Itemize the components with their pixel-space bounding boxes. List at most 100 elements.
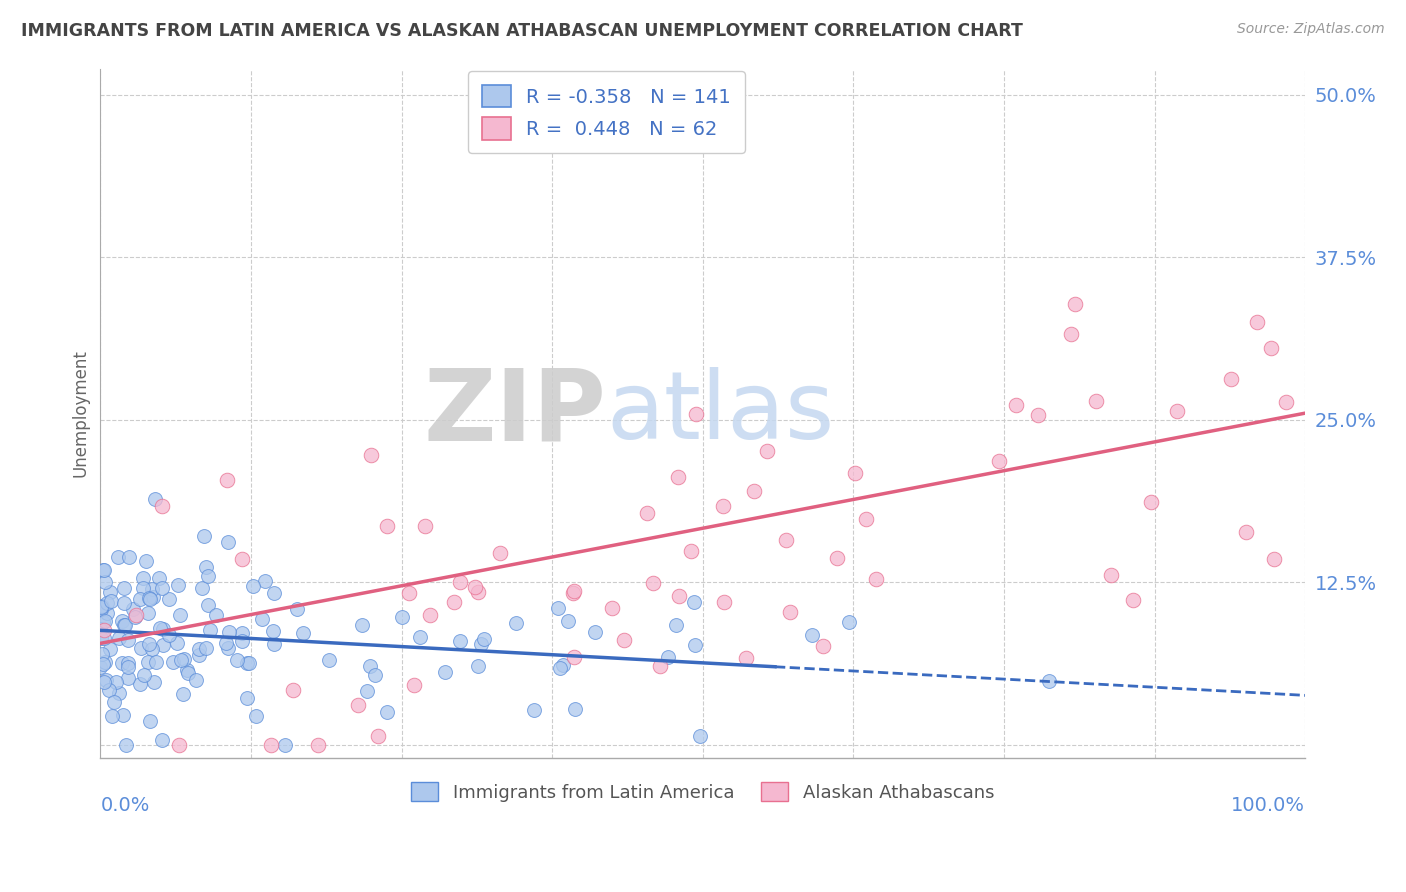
Point (865, 572, 887, 586)
Point (1122, 593, 1144, 607)
Point (665, 618, 688, 632)
Point (231, 634, 253, 648)
Point (188, 641, 211, 656)
Point (108, 631, 131, 645)
Point (668, 589, 690, 603)
Point (238, 656, 260, 670)
Point (360, 448, 382, 462)
Point (105, 675, 128, 690)
Point (260, 738, 283, 752)
Point (391, 610, 413, 624)
Point (195, 560, 218, 574)
Point (139, 714, 162, 729)
Point (150, 581, 173, 595)
Point (135, 554, 157, 568)
Point (96, 596, 118, 610)
Point (1099, 567, 1122, 582)
Point (409, 630, 432, 644)
Point (217, 535, 239, 549)
Point (292, 626, 315, 640)
Point (124, 610, 146, 624)
Point (636, 506, 658, 520)
Point (215, 636, 238, 650)
Point (1059, 327, 1081, 342)
Point (236, 656, 259, 670)
Point (548, 661, 571, 675)
Point (600, 600, 623, 615)
Point (143, 491, 166, 506)
Point (132, 668, 155, 682)
Point (359, 659, 381, 673)
Text: ZIP: ZIP (423, 365, 606, 462)
Point (112, 581, 135, 595)
Point (111, 656, 134, 670)
Point (111, 707, 134, 722)
Point (613, 633, 636, 648)
Point (98, 584, 121, 599)
Point (194, 640, 217, 655)
Point (114, 618, 136, 632)
Point (91, 600, 114, 615)
Point (143, 674, 166, 689)
Point (122, 602, 145, 616)
Point (1139, 495, 1161, 509)
Point (434, 665, 457, 680)
Point (443, 595, 465, 609)
Point (811, 640, 834, 654)
Point (283, 683, 305, 698)
Point (689, 729, 711, 743)
Point (775, 533, 797, 548)
Point (169, 608, 191, 623)
Point (274, 738, 297, 752)
Point (562, 650, 585, 665)
Point (683, 638, 706, 652)
Point (562, 586, 585, 600)
Point (564, 701, 586, 715)
Point (128, 676, 150, 690)
Point (398, 586, 420, 600)
Point (117, 660, 139, 674)
Point (159, 628, 181, 642)
Point (756, 444, 779, 458)
Point (150, 733, 173, 747)
Point (117, 671, 139, 685)
Point (193, 529, 215, 543)
Point (467, 658, 489, 673)
Point (583, 625, 606, 640)
Text: Source: ZipAtlas.com: Source: ZipAtlas.com (1237, 22, 1385, 37)
Point (98, 642, 121, 657)
Point (141, 582, 163, 596)
Point (242, 579, 264, 593)
Point (98, 683, 121, 698)
Point (187, 648, 209, 662)
Point (152, 622, 174, 636)
Point (152, 638, 174, 652)
Point (136, 655, 159, 669)
Point (173, 652, 195, 666)
Point (205, 608, 228, 623)
Point (1246, 315, 1268, 329)
Point (657, 649, 679, 664)
Point (472, 632, 495, 646)
Y-axis label: Unemployment: Unemployment (72, 349, 89, 477)
Point (89, 602, 111, 616)
Point (93, 675, 115, 690)
Point (449, 575, 471, 590)
Point (129, 640, 152, 655)
Point (112, 618, 135, 632)
Point (90, 599, 112, 614)
Point (177, 665, 200, 680)
Point (356, 684, 378, 698)
Point (547, 601, 569, 615)
Point (307, 738, 329, 752)
Point (100, 594, 122, 608)
Point (218, 624, 240, 639)
Point (93, 615, 115, 629)
Point (987, 454, 1010, 468)
Text: IMMIGRANTS FROM LATIN AMERICA VS ALASKAN ATHABASCAN UNEMPLOYMENT CORRELATION CHA: IMMIGRANTS FROM LATIN AMERICA VS ALASKAN… (21, 22, 1024, 40)
Point (375, 705, 398, 719)
Point (245, 709, 267, 723)
Point (145, 655, 167, 669)
Point (118, 549, 141, 564)
Point (91, 657, 114, 672)
